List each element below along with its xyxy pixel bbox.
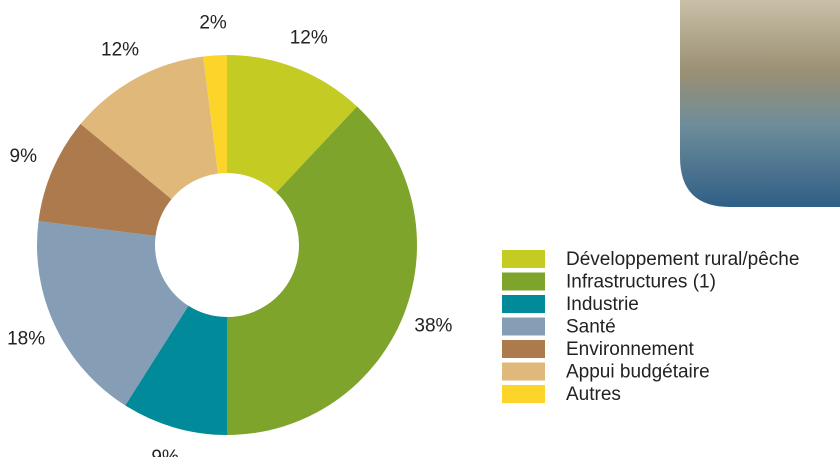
photo <box>680 0 840 207</box>
chart: 12% 38% 9% 18% 9% 12% 2% Développement rural/pê… <box>0 0 840 457</box>
value-label: 38% <box>414 316 452 337</box>
legend-swatch <box>502 363 545 381</box>
legend-label: Autres <box>566 384 621 405</box>
legend-swatch <box>502 385 545 403</box>
value-label: 12% <box>290 28 328 49</box>
value-label: 2% <box>199 12 227 33</box>
value-label: 9% <box>10 146 38 167</box>
legend-label: Infrastructures (1) <box>566 272 716 293</box>
value-label: 12% <box>101 39 139 60</box>
legend-label: Industrie <box>566 294 639 315</box>
value-label: 18% <box>7 329 45 350</box>
legend-label: Développement rural/pêche <box>566 249 799 270</box>
legend-label: Environnement <box>566 339 695 360</box>
legend-swatch <box>502 318 545 336</box>
legend-swatch <box>502 340 545 358</box>
legend-label: Santé <box>566 317 616 338</box>
legend-label: Appui budgétaire <box>566 362 710 383</box>
value-label: 9% <box>151 447 179 457</box>
legend-swatch <box>502 250 545 268</box>
legend-swatch <box>502 273 545 291</box>
legend-swatch <box>502 295 545 313</box>
